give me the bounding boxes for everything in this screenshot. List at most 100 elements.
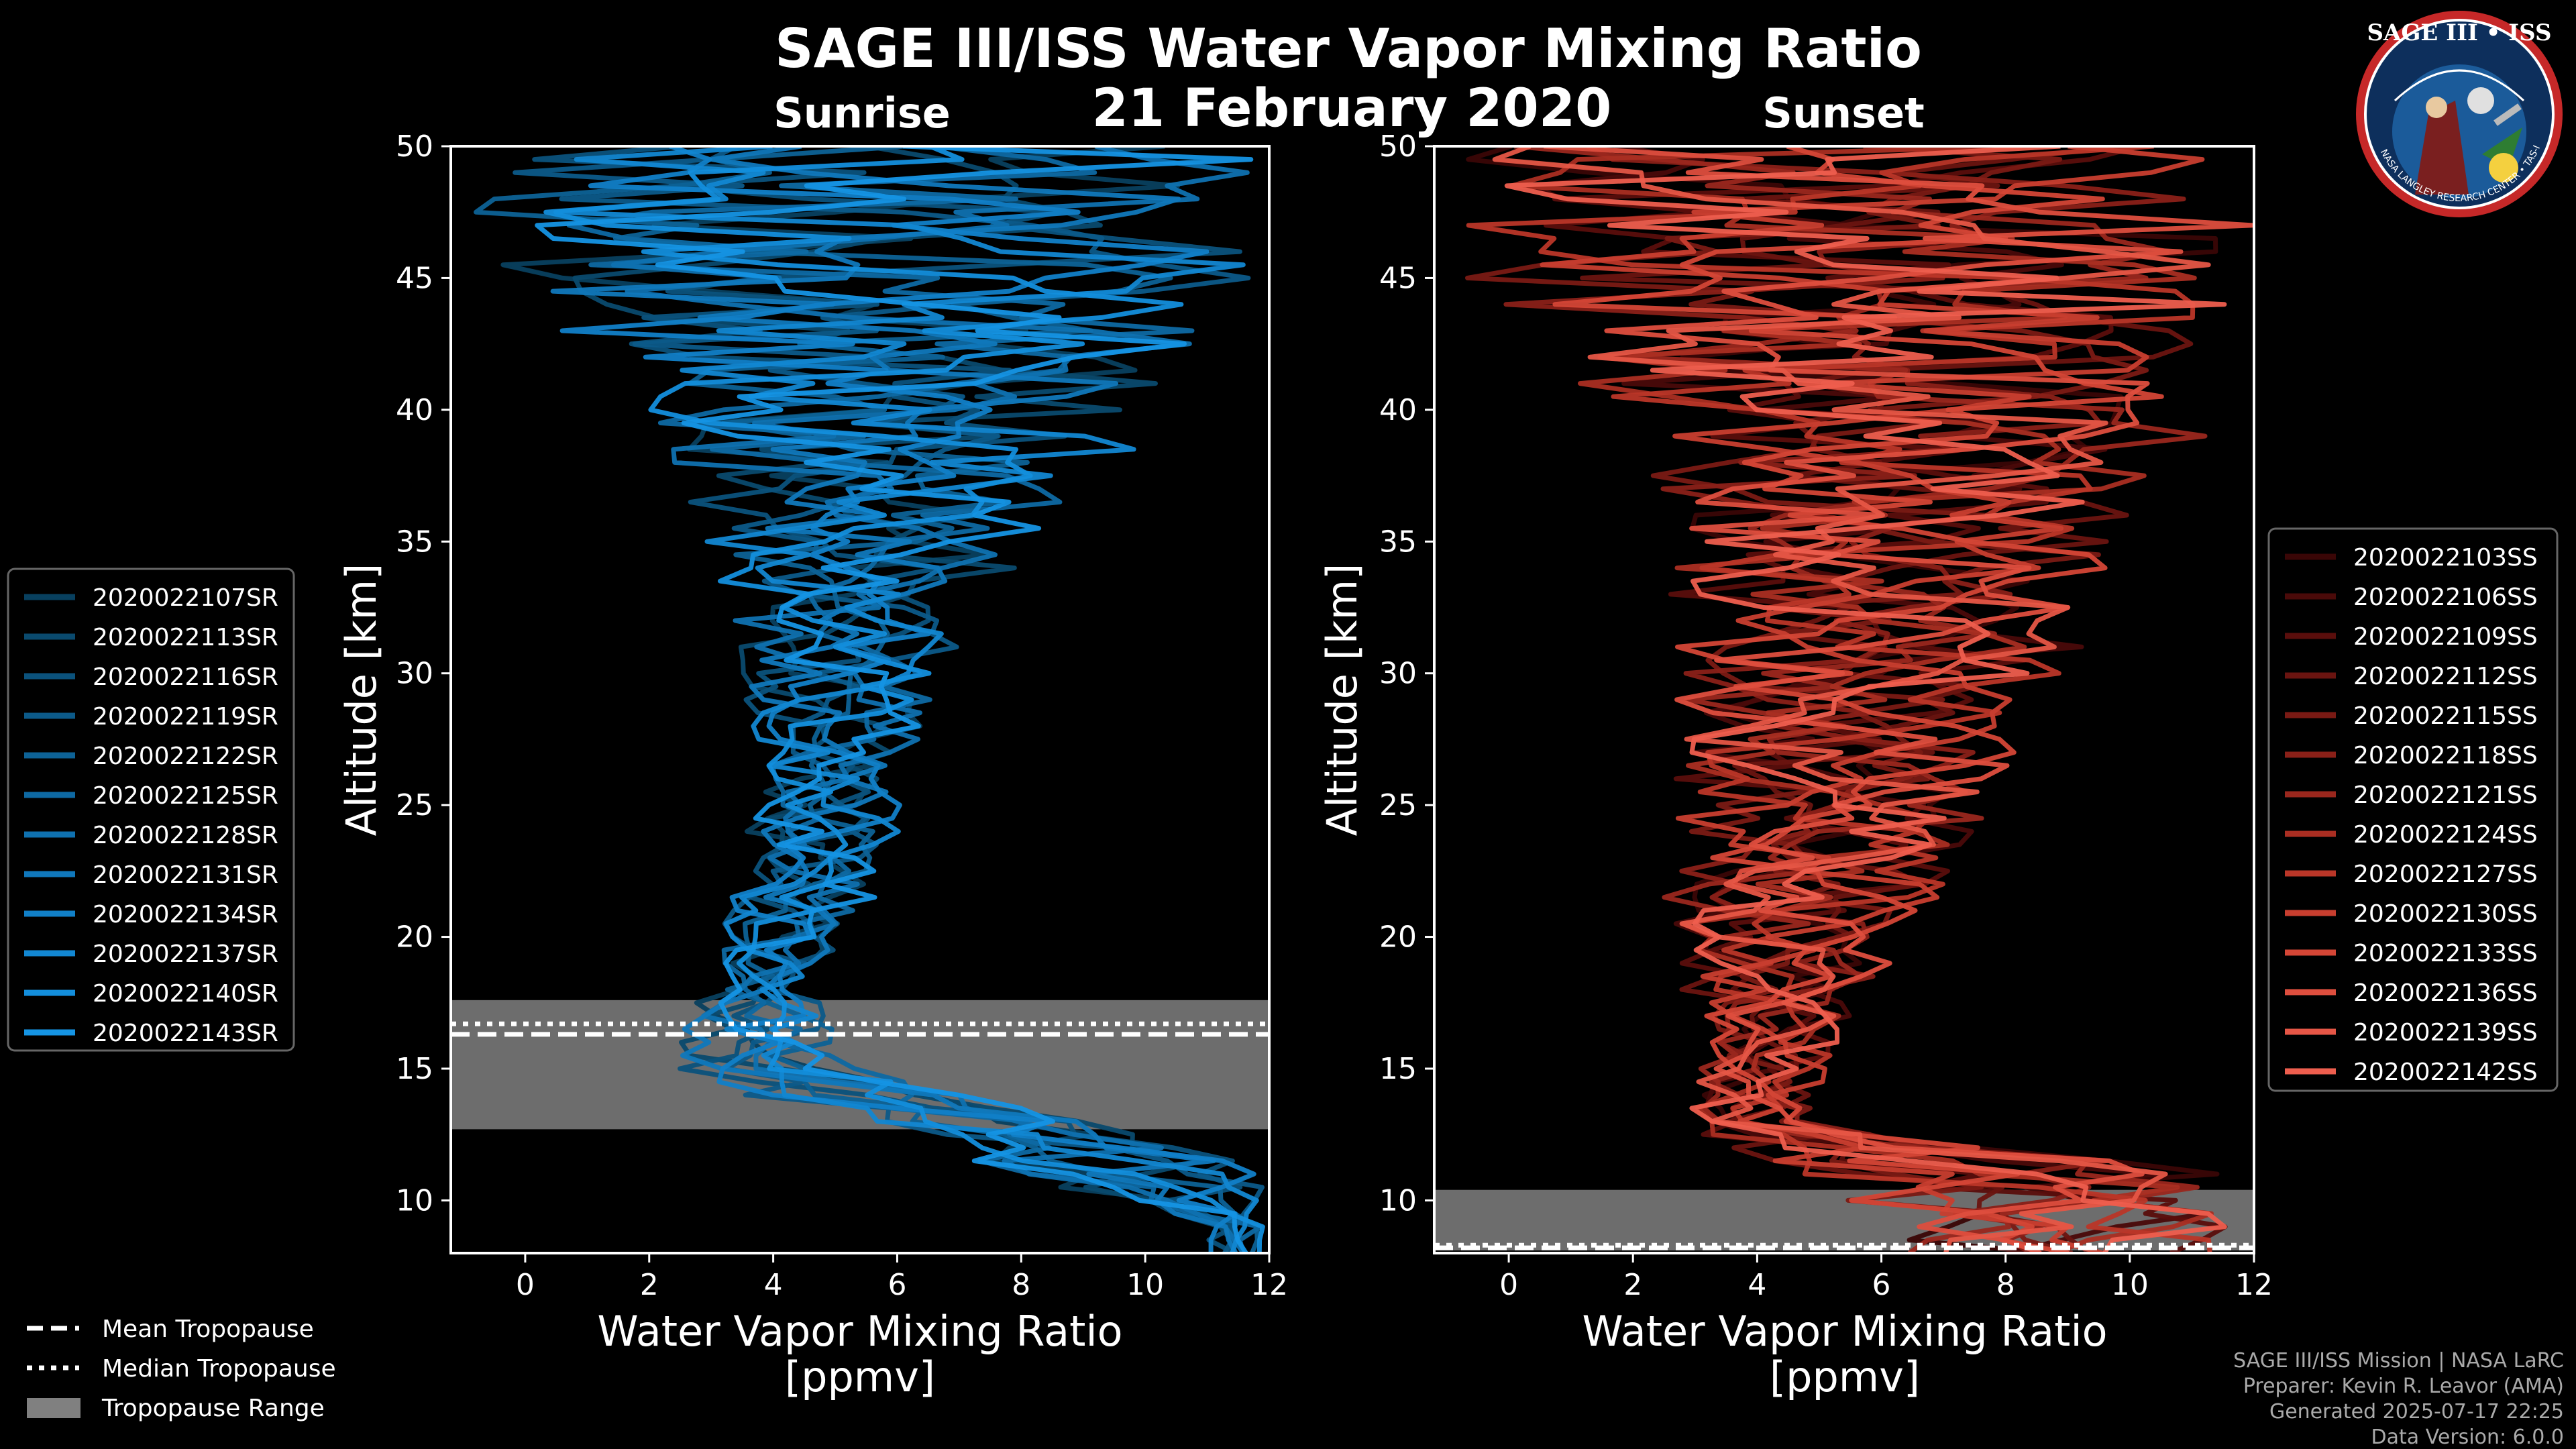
sunset-profile-2020022130SS [1540, 146, 2205, 1253]
sunrise-ytick-label: 35 [396, 525, 433, 559]
sunset-ytick-label: 15 [1379, 1052, 1417, 1086]
tropopause-range-swatch [27, 1398, 80, 1418]
sunset-ytick-label: 25 [1379, 788, 1417, 822]
sunset-xlabel-line1: Water Vapor Mixing Ratio [1582, 1307, 2107, 1356]
sunrise-tropopause-range-layer [451, 1000, 1269, 1130]
sunrise-ytick-label: 15 [396, 1052, 433, 1086]
sunrise-legend-label: 2020022122SR [93, 743, 278, 770]
sunrise-legend: 2020022107SR 2020022113SR 2020022116SR 2020… [7, 568, 295, 1052]
sunrise-ytick-label: 25 [396, 788, 433, 822]
sunset-legend-label: 2020022103SS [2353, 544, 2538, 572]
sunset-axis-ticks: 0 2 4 6 8 10 12 10 15 20 25 30 35 40 45 50 [1379, 129, 2273, 1302]
sunset-ytick-label: 35 [1379, 525, 1417, 559]
sunset-legend-label: 2020022142SS [2353, 1059, 2538, 1086]
sunrise-ytick-label: 30 [396, 657, 433, 691]
sunrise-profile-2020022128SR [611, 146, 1250, 1253]
sunset-xtick-label: 8 [1996, 1268, 2015, 1302]
sunset-profiles [1465, 146, 2254, 1253]
sunset-legend: 2020022103SS 2020022106SS 2020022109SS 2020… [2267, 527, 2559, 1092]
sunrise-xtick-label: 4 [764, 1268, 783, 1302]
sunset-profile-2020022139SS [1492, 146, 2211, 1253]
sunset-legend-label: 2020022127SS [2353, 861, 2538, 888]
sunset-xlabel-line2: [ppmv] [1770, 1352, 1920, 1401]
right-panel-title: Sunset [1762, 89, 1925, 138]
sunset-legend-label: 2020022130SS [2353, 900, 2538, 928]
sunset-xtick-label: 0 [1499, 1268, 1518, 1302]
sunrise-ytick-label: 10 [396, 1183, 433, 1218]
sunrise-xtick-label: 0 [516, 1268, 535, 1302]
sunrise-legend-label: 2020022140SR [93, 980, 278, 1008]
left-panel-title: Sunrise [773, 89, 951, 138]
sunset-profile-2020022142SS [1504, 146, 2227, 1253]
sunrise-xtick-label: 2 [640, 1268, 659, 1302]
sunrise-chart: 0 2 4 6 8 10 12 10 15 20 25 30 35 40 45 50 Altitude [km… [337, 129, 1288, 1401]
sunrise-xlabel-line2: [ppmv] [785, 1352, 935, 1401]
footer-preparer: Preparer: Kevin R. Leavor (AMA) [2243, 1375, 2564, 1398]
sunset-ytick-label: 45 [1379, 261, 1417, 295]
sunrise-legend-box [7, 568, 295, 1052]
sunset-legend-label: 2020022115SS [2353, 702, 2538, 730]
tropopause-range-label: Tropopause Range [101, 1395, 325, 1422]
sunset-legend-box [2267, 527, 2559, 1092]
sunrise-legend-label: 2020022125SR [93, 782, 278, 810]
sunset-xtick-label: 12 [2235, 1268, 2273, 1302]
sunrise-xtick-label: 8 [1012, 1268, 1030, 1302]
footer-credits: SAGE III/ISS Mission | NASA LaRC Prepare… [2233, 1349, 2564, 1449]
sunset-plot-frame [1433, 145, 2255, 1254]
figure-date: 21 February 2020 [1092, 78, 1612, 139]
footer-mission: SAGE III/ISS Mission | NASA LaRC [2233, 1349, 2564, 1373]
footer-generated: Generated 2025-07-17 22:25 [2269, 1400, 2564, 1424]
median-tropopause-label: Median Tropopause [102, 1355, 336, 1383]
sunrise-profile-2020022143SR [535, 146, 1254, 1253]
footer-data-version: Data Version: 6.0.0 [2371, 1426, 2564, 1449]
sunset-tropopause-lines [1434, 1242, 2254, 1250]
sunset-profile-2020022115SS [1465, 146, 2149, 1253]
sunrise-legend-label: 2020022107SR [93, 584, 278, 612]
sunset-xtick-label: 2 [1623, 1268, 1642, 1302]
sunrise-profile-2020022116SR [532, 146, 1243, 1253]
sunrise-tropopause-lines [451, 1021, 1269, 1037]
sunrise-legend-label: 2020022119SR [93, 703, 278, 731]
sunset-chart: 0 2 4 6 8 10 12 10 15 20 25 30 35 40 45 50 Altitude [km… [1318, 129, 2273, 1401]
sunrise-legend-label: 2020022116SR [93, 663, 278, 691]
sunset-ytick-label: 40 [1379, 393, 1417, 427]
sunset-legend-label: 2020022121SS [2353, 782, 2538, 809]
sunset-legend-label: 2020022112SS [2353, 663, 2538, 690]
sunrise-legend-label: 2020022131SR [93, 861, 278, 889]
sunrise-ytick-label: 45 [396, 261, 433, 295]
sunrise-legend-label: 2020022128SR [93, 822, 278, 849]
sunrise-ytick-label: 50 [396, 129, 433, 164]
sunset-xtick-label: 4 [1748, 1268, 1766, 1302]
iss-icon [2493, 103, 2522, 126]
sunset-ylabel: Altitude [km] [1318, 564, 1366, 837]
sunrise-xlabel-line1: Water Vapor Mixing Ratio [597, 1307, 1122, 1356]
sunrise-legend-label: 2020022134SR [93, 901, 278, 928]
sunrise-profiles [474, 146, 1265, 1253]
sunset-legend-label: 2020022106SS [2353, 584, 2538, 611]
moon-icon [2467, 87, 2494, 114]
sunrise-ylabel: Altitude [km] [337, 564, 386, 837]
logo-arc [2394, 69, 2525, 102]
sunrise-legend-label: 2020022113SR [93, 624, 278, 651]
tropopause-legend: Mean Tropopause Median Tropopause Tropop… [27, 1316, 336, 1422]
sunrise-xtick-label: 6 [888, 1268, 906, 1302]
sunrise-axis-ticks: 0 2 4 6 8 10 12 10 15 20 25 30 35 40 45 50 [396, 129, 1288, 1302]
sunset-legend-label: 2020022133SS [2353, 940, 2538, 967]
figure-cloak-icon [2415, 101, 2469, 195]
sunset-profile-2020022124SS [1509, 146, 2214, 1253]
figure-title: SAGE III/ISS Water Vapor Mixing Ratio [775, 17, 1922, 80]
sunrise-legend-label: 2020022143SR [93, 1020, 278, 1047]
sunrise-plot-frame [449, 145, 1271, 1254]
sun-icon [2489, 153, 2518, 182]
figure-head-icon [2426, 97, 2447, 118]
sunset-profile-2020022136SS [1543, 146, 2254, 1253]
sunset-profile-2020022109SS [1544, 146, 2228, 1253]
sunset-ytick-label: 20 [1379, 920, 1417, 955]
sunrise-ytick-label: 20 [396, 920, 433, 955]
sunrise-profile-2020022125SR [566, 146, 1263, 1253]
sunrise-profile-2020022140SR [543, 146, 1265, 1253]
sunset-legend-label: 2020022109SS [2353, 623, 2538, 651]
sunset-legend-label: 2020022139SS [2353, 1019, 2538, 1046]
sunset-ytick-label: 30 [1379, 657, 1417, 691]
